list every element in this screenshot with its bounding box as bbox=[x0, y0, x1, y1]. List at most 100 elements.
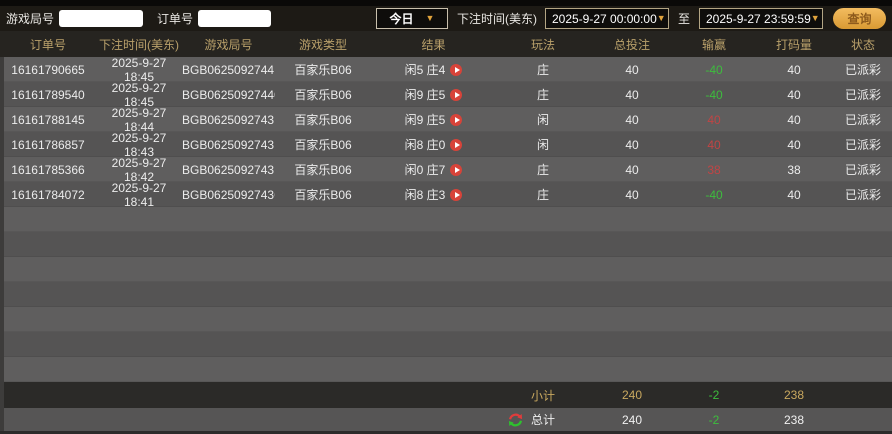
round-no-cell: BGB0625092743D bbox=[182, 162, 275, 177]
win-loss-cell: -40 bbox=[705, 187, 723, 202]
bet-time-cell: 2025-9-27 18:45 bbox=[111, 55, 167, 84]
table-row: 16161789540 2025-9-27 18:45 BGB062509274… bbox=[0, 81, 892, 109]
to-label: 至 bbox=[677, 12, 690, 26]
result-text: 闲0 庄7 bbox=[404, 163, 446, 177]
total-label-cell: 总计 bbox=[496, 411, 590, 428]
filter-toolbar: 游戏局号 订单号 今日 ▼ 下注时间(美东) 2025-9-27 00:00:0… bbox=[0, 6, 892, 31]
order-no-cell: 16161790665 bbox=[11, 62, 85, 77]
result-text: 闲8 庄0 bbox=[404, 138, 446, 152]
subtotal-row: 小计 240 -2 238 bbox=[0, 382, 892, 408]
total-total-bet: 240 bbox=[621, 412, 643, 427]
bet-time-cell: 2025-9-27 18:44 bbox=[111, 105, 167, 134]
play-icon[interactable] bbox=[450, 113, 463, 126]
win-loss-cell: 40 bbox=[707, 137, 721, 152]
status-cell: 已派彩 bbox=[844, 113, 881, 127]
header-order-no: 订单号 bbox=[29, 37, 66, 52]
game-type-cell: 百家乐B06 bbox=[294, 63, 352, 77]
play-icon[interactable] bbox=[450, 138, 463, 151]
date-filter-group: 今日 ▼ 下注时间(美东) 2025-9-27 00:00:00 ▼ 至 202… bbox=[375, 8, 886, 29]
subtotal-total-bet: 240 bbox=[621, 388, 643, 402]
table-row: 16161785366 2025-9-27 18:42 BGB062509274… bbox=[0, 155, 892, 184]
play-icon[interactable] bbox=[450, 63, 463, 76]
date-range-select[interactable]: 今日 ▼ bbox=[375, 8, 448, 29]
turnover-cell: 40 bbox=[787, 87, 801, 102]
header-status: 状态 bbox=[850, 37, 875, 52]
bet-time-cell: 2025-9-27 18:41 bbox=[111, 180, 167, 209]
play-type-cell: 庄 bbox=[536, 88, 549, 102]
turnover-cell: 38 bbox=[787, 162, 801, 177]
turnover-cell: 40 bbox=[787, 187, 801, 202]
refresh-icon[interactable] bbox=[508, 412, 523, 427]
status-cell: 已派彩 bbox=[844, 138, 881, 152]
subtotal-label: 小计 bbox=[530, 388, 555, 403]
subtotal-win-loss: -2 bbox=[708, 388, 720, 402]
total-bet-cell: 40 bbox=[625, 62, 639, 77]
total-bet-cell: 40 bbox=[625, 87, 639, 102]
subtotal-turnover: 238 bbox=[783, 388, 805, 402]
top-edge-strip bbox=[0, 0, 892, 6]
bet-time-label: 下注时间(美东) bbox=[456, 12, 537, 26]
status-cell: 已派彩 bbox=[844, 188, 881, 202]
table-row: 16161790665 2025-9-27 18:45 BGB062509274… bbox=[0, 55, 892, 84]
play-type-cell: 闲 bbox=[536, 138, 549, 152]
total-bet-cell: 40 bbox=[625, 187, 639, 202]
game-type-cell: 百家乐B06 bbox=[294, 188, 352, 202]
total-bet-cell: 40 bbox=[625, 112, 639, 127]
play-type-cell: 庄 bbox=[536, 188, 549, 202]
date-range-value: 今日 bbox=[389, 12, 414, 26]
game-type-cell: 百家乐B06 bbox=[294, 88, 352, 102]
round-no-cell: BGB06250927441 bbox=[182, 62, 275, 77]
table-body: 16161790665 2025-9-27 18:45 BGB062509274… bbox=[0, 55, 892, 382]
table-row: 16161786857 2025-9-27 18:43 BGB062509274… bbox=[0, 131, 892, 159]
order-no-input[interactable] bbox=[198, 10, 272, 27]
table-row: 16161788145 2025-9-27 18:44 BGB062509274… bbox=[0, 105, 892, 134]
chevron-down-icon: ▼ bbox=[425, 13, 435, 23]
header-round-no: 游戏局号 bbox=[204, 37, 253, 52]
date-from-select[interactable]: 2025-9-27 00:00:00 ▼ bbox=[544, 8, 669, 29]
table-header: 订单号 下注时间(美东) 游戏局号 游戏类型 结果 玩法 总投注 输赢 打码量 … bbox=[0, 31, 892, 57]
left-scrollbar-strip[interactable] bbox=[0, 57, 4, 431]
win-loss-cell: 40 bbox=[707, 112, 721, 127]
query-button[interactable]: 查询 bbox=[833, 8, 886, 29]
turnover-cell: 40 bbox=[787, 112, 801, 127]
game-round-input[interactable] bbox=[59, 10, 144, 27]
order-no-cell: 16161784072 bbox=[11, 187, 85, 202]
result-text: 闲9 庄5 bbox=[404, 113, 446, 127]
play-icon[interactable] bbox=[450, 163, 463, 176]
total-turnover: 238 bbox=[783, 412, 805, 427]
total-label: 总计 bbox=[530, 413, 555, 427]
play-icon[interactable] bbox=[450, 88, 463, 101]
order-no-cell: 16161785366 bbox=[11, 162, 85, 177]
chevron-down-icon: ▼ bbox=[810, 13, 820, 23]
header-bet-time: 下注时间(美东) bbox=[99, 37, 179, 52]
play-icon[interactable] bbox=[450, 188, 463, 201]
result-cell: 闲5 庄4 bbox=[371, 61, 496, 78]
empty-row bbox=[0, 357, 892, 382]
play-type-cell: 闲 bbox=[536, 113, 549, 127]
header-result: 结果 bbox=[421, 37, 446, 52]
turnover-cell: 40 bbox=[787, 137, 801, 152]
bet-time-cell: 2025-9-27 18:42 bbox=[111, 155, 167, 184]
chevron-down-icon: ▼ bbox=[656, 13, 666, 23]
header-turnover: 打码量 bbox=[775, 37, 812, 52]
result-cell: 闲9 庄5 bbox=[371, 111, 496, 128]
empty-row bbox=[0, 307, 892, 332]
round-no-cell: BGB0625092743E bbox=[182, 137, 275, 152]
status-cell: 已派彩 bbox=[844, 163, 881, 177]
date-from-value: 2025-9-27 00:00:00 bbox=[551, 11, 657, 26]
date-to-select[interactable]: 2025-9-27 23:59:59 ▼ bbox=[699, 8, 823, 29]
order-no-label: 订单号 bbox=[157, 12, 194, 26]
turnover-cell: 40 bbox=[787, 62, 801, 77]
table-row: 16161784072 2025-9-27 18:41 BGB062509274… bbox=[0, 180, 892, 209]
result-text: 闲5 庄4 bbox=[404, 63, 446, 77]
total-bet-cell: 40 bbox=[625, 162, 639, 177]
play-type-cell: 庄 bbox=[536, 63, 549, 77]
game-round-label: 游戏局号 bbox=[6, 12, 55, 26]
empty-row bbox=[0, 332, 892, 357]
game-type-cell: 百家乐B06 bbox=[294, 138, 352, 152]
empty-row bbox=[0, 207, 892, 232]
header-win-loss: 输赢 bbox=[701, 37, 726, 52]
order-no-cell: 16161786857 bbox=[11, 137, 85, 152]
result-text: 闲9 庄5 bbox=[404, 88, 446, 102]
win-loss-cell: 38 bbox=[707, 162, 721, 177]
